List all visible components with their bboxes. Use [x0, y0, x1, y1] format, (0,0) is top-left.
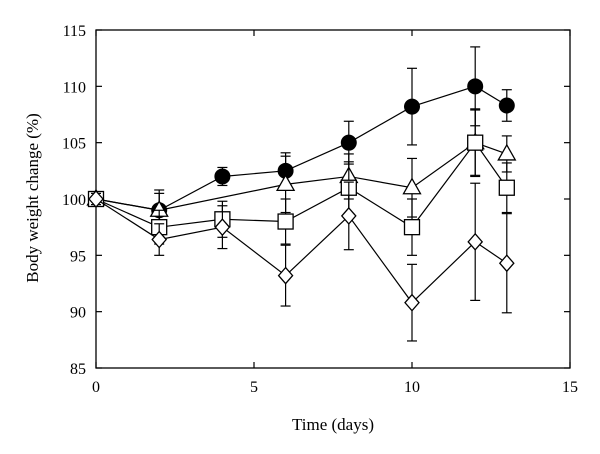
x-axis-title: Time (days) [292, 415, 374, 434]
data-point [467, 232, 484, 251]
data-point [498, 179, 515, 196]
data-point [340, 206, 357, 225]
data-point [88, 190, 104, 208]
series-line [95, 141, 508, 211]
data-point [402, 177, 422, 195]
data-point [467, 78, 484, 95]
data-point [151, 230, 168, 249]
y-tick-label: 95 [70, 248, 86, 265]
data-point [214, 168, 231, 185]
data-point [277, 266, 294, 285]
data-point [277, 213, 294, 230]
y-tick-label: 115 [63, 23, 86, 40]
data-point [404, 98, 420, 115]
y-tick-label: 85 [70, 361, 86, 378]
series-line [95, 198, 508, 304]
series-line [95, 85, 508, 211]
y-tick-label: 105 [62, 136, 86, 153]
x-tick-label: 5 [250, 379, 258, 396]
y-tick-label: 110 [63, 79, 86, 96]
filled-circle-series [88, 46, 515, 228]
open-diamond-series [88, 181, 515, 342]
data-point [467, 134, 484, 151]
y-tick-label: 90 [70, 305, 86, 322]
axes: 0 5 10 15 85 90 95 100 105 110 115 [62, 23, 578, 396]
data-point [497, 143, 517, 161]
x-tick-label: 15 [562, 379, 578, 396]
data-point [498, 97, 515, 114]
y-axis-title: Body weight change (%) [23, 113, 42, 282]
data-point [340, 134, 357, 151]
series-group [86, 46, 517, 342]
y-tick-label: 100 [62, 192, 86, 209]
plot-frame [95, 29, 571, 369]
data-point [498, 254, 515, 273]
data-point [403, 219, 421, 236]
data-point [404, 293, 420, 312]
data-point [275, 174, 296, 192]
series-line [95, 141, 508, 228]
x-tick-label: 10 [404, 379, 420, 396]
data-point [214, 218, 231, 237]
x-tick-label: 0 [92, 379, 100, 396]
